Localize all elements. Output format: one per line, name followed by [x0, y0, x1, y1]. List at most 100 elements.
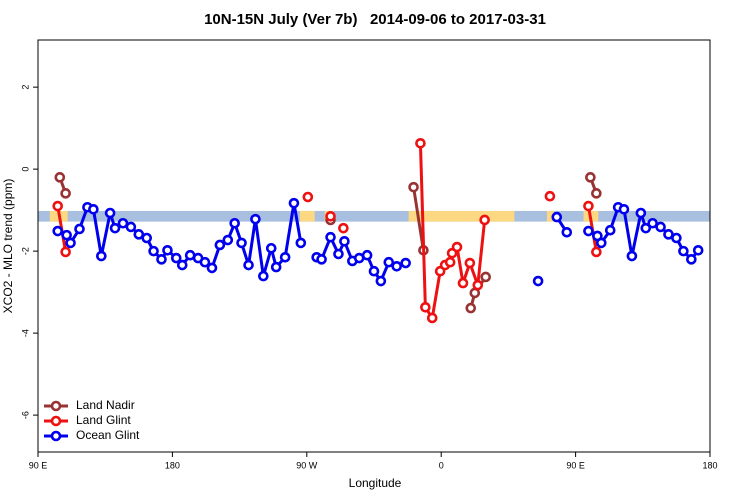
- x-tick-label: 90 W: [296, 460, 318, 470]
- data-point: [109, 222, 121, 234]
- series-line: [58, 176, 598, 309]
- data-point: [420, 301, 431, 313]
- data-point: [444, 256, 456, 268]
- data-point: [663, 229, 674, 240]
- data-point: [325, 231, 336, 243]
- data-point: [52, 200, 64, 212]
- data-point: [302, 191, 314, 203]
- data-point: [295, 237, 307, 249]
- land-patch: [408, 210, 515, 222]
- data-point: [338, 222, 349, 234]
- y-axis-title: XCO2 - MLO trend (ppm): [1, 179, 15, 314]
- data-point: [60, 246, 71, 258]
- data-point: [361, 249, 373, 261]
- reference-band: [38, 210, 710, 222]
- data-point: [125, 221, 137, 233]
- data-point: [678, 245, 689, 257]
- data-point: [148, 245, 159, 257]
- x-tick-label: 90 E: [29, 460, 48, 470]
- data-point: [54, 172, 66, 183]
- data-point: [206, 262, 218, 274]
- data-point: [375, 275, 387, 287]
- data-point: [583, 200, 594, 212]
- data-point: [74, 223, 85, 235]
- data-point: [391, 260, 402, 272]
- data-point: [544, 190, 556, 202]
- legend-marker: [50, 430, 62, 442]
- x-tick-label: 180: [165, 460, 180, 470]
- data-point: [214, 239, 226, 251]
- data-point: [339, 235, 350, 247]
- data-point: [635, 207, 647, 219]
- data-point: [626, 250, 638, 262]
- data-point: [408, 181, 419, 193]
- y-tick-label: -6: [20, 411, 30, 419]
- y-tick-label: 2: [20, 85, 30, 90]
- data-point: [258, 270, 269, 282]
- data-point: [117, 217, 129, 229]
- data-point: [243, 259, 254, 271]
- x-tick-label: 90 E: [566, 460, 585, 470]
- data-point: [604, 224, 616, 236]
- data-point: [595, 237, 607, 249]
- y-tick-label: 0: [20, 167, 30, 172]
- data-point: [141, 232, 153, 244]
- data-point: [465, 302, 477, 314]
- data-point: [561, 226, 573, 238]
- data-point: [199, 256, 211, 268]
- data-point: [692, 245, 704, 256]
- data-point: [236, 237, 247, 249]
- data-point: [479, 214, 490, 226]
- data-point: [65, 237, 76, 249]
- data-point: [104, 207, 116, 219]
- land-patch: [299, 210, 315, 222]
- data-point: [316, 254, 327, 265]
- x-tick-label: 180: [702, 460, 717, 470]
- legend-label: Land Glint: [76, 413, 131, 427]
- data-point: [585, 172, 596, 183]
- data-point: [480, 271, 492, 283]
- data-point: [288, 197, 300, 209]
- data-point: [591, 188, 602, 199]
- data-point: [640, 222, 652, 234]
- data-point: [655, 221, 666, 233]
- data-point: [591, 246, 602, 258]
- data-point: [457, 277, 469, 289]
- land-patch: [546, 210, 554, 222]
- data-point: [426, 312, 438, 324]
- data-point: [133, 229, 145, 240]
- data-point: [368, 265, 380, 277]
- data-point: [222, 234, 234, 246]
- data-point: [52, 225, 64, 237]
- data-point: [686, 254, 697, 265]
- data-point: [250, 213, 261, 225]
- y-tick-label: -2: [20, 247, 30, 255]
- data-point: [383, 256, 395, 268]
- data-point: [647, 217, 658, 229]
- data-point: [333, 248, 344, 260]
- data-point: [61, 229, 72, 241]
- data-point: [472, 279, 484, 291]
- legend-label: Land Nadir: [76, 398, 135, 412]
- data-point: [583, 225, 594, 237]
- data-point: [415, 138, 426, 149]
- data-point: [671, 232, 682, 244]
- x-axis-title: Longitude: [349, 476, 402, 490]
- data-point: [618, 204, 630, 215]
- data-point: [400, 257, 411, 269]
- data-point: [265, 242, 277, 254]
- data-point: [96, 250, 107, 262]
- data-point: [532, 275, 544, 287]
- data-point: [325, 210, 336, 222]
- y-tick-label: -4: [20, 329, 30, 337]
- data-point: [279, 251, 291, 263]
- chart-title: 10N-15N July (Ver 7b) 2014-09-06 to 2017…: [204, 11, 546, 28]
- data-point: [170, 252, 182, 264]
- plot-frame: [37, 39, 711, 453]
- data-point: [60, 188, 71, 199]
- legend-label: Ocean Glint: [76, 428, 140, 442]
- data-point: [464, 257, 476, 269]
- data-point: [88, 204, 99, 215]
